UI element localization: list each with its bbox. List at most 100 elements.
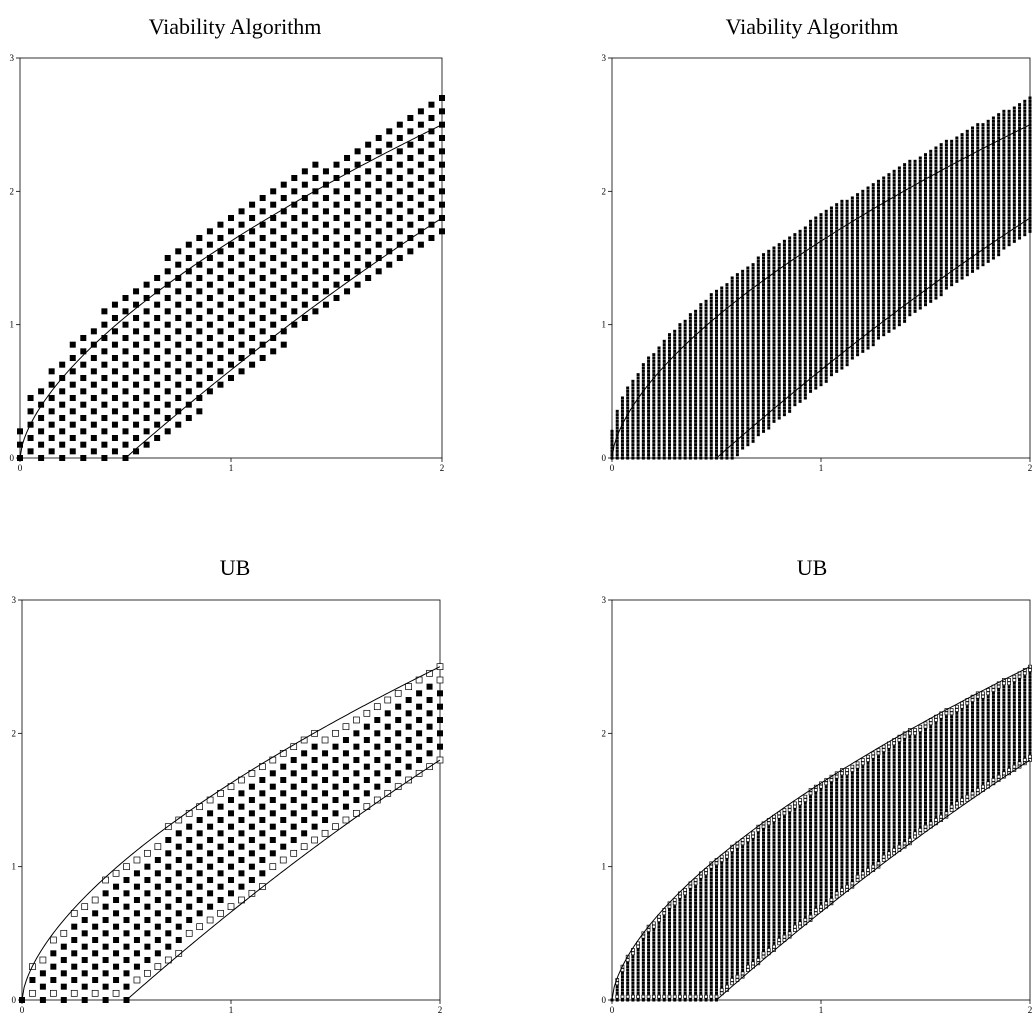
viable-point	[626, 965, 630, 969]
viable-point	[657, 373, 661, 377]
viable-point	[850, 306, 854, 310]
viable-point	[1012, 116, 1016, 120]
viable-point	[793, 336, 797, 340]
viable-point	[762, 423, 766, 427]
viable-point	[861, 333, 865, 337]
viable-point	[887, 229, 891, 233]
viable-point	[762, 396, 766, 400]
viable-point	[939, 189, 943, 193]
viable-point	[354, 161, 361, 168]
viable-point	[636, 399, 640, 403]
viable-point	[819, 379, 823, 383]
viable-point	[835, 363, 839, 367]
viable-point	[652, 399, 656, 403]
viable-point	[699, 306, 703, 310]
viable-point	[217, 883, 224, 890]
viable-point	[876, 226, 880, 230]
viable-point	[897, 173, 901, 177]
boundary-point	[227, 903, 235, 911]
viable-point	[641, 363, 645, 367]
viable-point	[756, 303, 760, 307]
boundary-point	[646, 994, 651, 999]
viable-point	[694, 349, 698, 353]
viable-point	[845, 363, 849, 367]
viable-point	[290, 770, 297, 777]
viable-point	[610, 446, 614, 450]
viable-point	[751, 276, 755, 280]
viable-point	[803, 349, 807, 353]
viable-point	[944, 276, 948, 280]
viable-point	[762, 406, 766, 410]
viable-point	[720, 316, 724, 320]
viable-point	[704, 918, 708, 922]
viable-point	[824, 376, 828, 380]
viable-point	[981, 126, 985, 130]
viable-point	[699, 898, 703, 902]
viable-point	[986, 123, 990, 127]
viable-point	[354, 241, 361, 248]
boundary-point	[164, 956, 172, 964]
viable-point	[908, 313, 912, 317]
viable-point	[767, 423, 771, 427]
viable-point	[1023, 233, 1027, 237]
viable-point	[688, 363, 692, 367]
viable-point	[965, 256, 969, 260]
viable-point	[997, 186, 1001, 190]
viable-point	[824, 263, 828, 267]
viable-point	[762, 429, 766, 433]
viable-point	[647, 399, 651, 403]
viable-point	[856, 253, 860, 257]
viable-point	[80, 441, 87, 448]
viable-point	[861, 349, 865, 353]
viable-point	[840, 359, 844, 363]
viable-point	[694, 393, 698, 397]
viable-point	[238, 341, 245, 348]
viable-point	[929, 236, 933, 240]
viable-point	[824, 353, 828, 357]
viable-point	[636, 419, 640, 423]
viable-point	[365, 261, 372, 268]
viable-point	[688, 961, 692, 965]
viable-point	[683, 901, 687, 905]
viable-point	[196, 843, 203, 850]
viable-point	[657, 951, 661, 955]
chart-title: Viability Algorithm	[725, 14, 899, 39]
viable-point	[694, 921, 698, 925]
viable-point	[840, 219, 844, 223]
viable-point	[856, 203, 860, 207]
viable-point	[767, 339, 771, 343]
viable-point	[678, 948, 682, 952]
viable-point	[965, 189, 969, 193]
viable-point	[955, 233, 959, 237]
viable-point	[908, 276, 912, 280]
viable-point	[756, 363, 760, 367]
viable-point	[960, 176, 964, 180]
viable-point	[175, 910, 182, 917]
viable-point	[887, 256, 891, 260]
viable-point	[720, 356, 724, 360]
viable-point	[217, 843, 224, 850]
viable-point	[929, 266, 933, 270]
viable-point	[892, 279, 896, 283]
viable-point	[741, 333, 745, 337]
viable-point	[856, 243, 860, 247]
viable-point	[641, 439, 645, 443]
viable-point	[1018, 119, 1022, 123]
viable-point	[48, 395, 55, 401]
viable-point	[960, 213, 964, 217]
viable-point	[122, 388, 129, 395]
viable-point	[960, 193, 964, 197]
viable-point	[1018, 233, 1022, 237]
viable-point	[856, 196, 860, 200]
viable-point	[704, 376, 708, 380]
viable-point	[1018, 183, 1022, 187]
viable-point	[777, 356, 781, 360]
viable-point	[144, 863, 151, 870]
viable-point	[678, 978, 682, 982]
viable-point	[965, 149, 969, 153]
viable-point	[913, 166, 917, 170]
viable-point	[798, 343, 802, 347]
viable-point	[934, 226, 938, 230]
viable-point	[960, 259, 964, 263]
viable-point	[751, 426, 755, 430]
